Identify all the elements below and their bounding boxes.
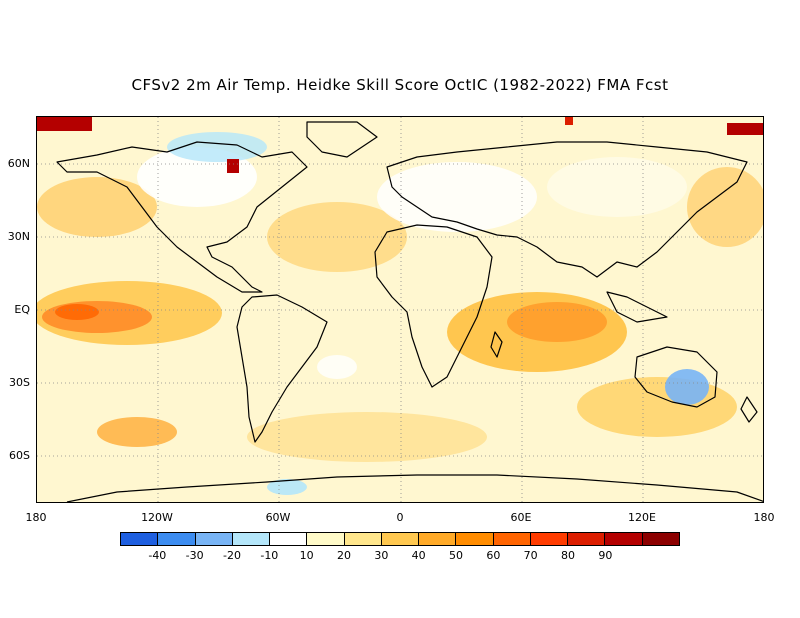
skill-patch-indian-core [507, 302, 607, 342]
skill-patch-southern-ocean [247, 412, 487, 462]
legend-swatch [195, 533, 233, 545]
legend-swatch [381, 533, 420, 545]
skill-patch-siberia [547, 157, 687, 217]
legend-swatch [456, 533, 494, 545]
legend-swatch [642, 533, 679, 545]
map-title: CFSv2 2m Air Temp. Heidke Skill Score Oc… [131, 76, 669, 94]
coast-madagascar [490, 331, 503, 358]
legend-swatch [232, 533, 271, 545]
coast-antarctica [66, 474, 763, 502]
skill-patch-pacific-core [55, 304, 99, 320]
skill-patch-arctic-red-small [565, 117, 573, 125]
lon-label-180e: 180 [753, 511, 775, 524]
skill-score-map [36, 116, 764, 503]
coast-north-america [56, 141, 308, 293]
legend-tick-label: 20 [337, 549, 351, 562]
lon-label-0: 0 [396, 511, 404, 524]
coast-indonesia [606, 291, 668, 323]
legend-swatch [530, 533, 569, 545]
coast-greenland [306, 121, 378, 158]
legend-tick-label: 10 [299, 549, 314, 562]
skill-patch-pacific-hot [42, 301, 152, 333]
legend-swatch [344, 533, 382, 545]
legend-swatch [605, 533, 643, 545]
legend-tick-label: -40 [148, 549, 167, 562]
lat-label-30s: 30S [9, 376, 30, 389]
skill-patch-australia-sea [577, 377, 737, 437]
lon-label-60e: 60E [510, 511, 532, 524]
legend-tick-label: -20 [223, 549, 241, 562]
coast-africa [374, 224, 493, 388]
skill-patch-npacific [37, 177, 157, 237]
lat-label-60n: 60N [7, 157, 30, 170]
lon-label-120e: 120E [628, 511, 656, 524]
legend-tick-label: -30 [185, 549, 204, 562]
legend-tick-label: 70 [523, 549, 538, 562]
skill-patch-npacific-east [687, 167, 763, 247]
legend-swatch [568, 533, 606, 545]
legend-tick-label: 40 [411, 549, 426, 562]
map-canvas [37, 117, 763, 502]
color-legend-bar [120, 532, 680, 546]
skill-patch-eurasia-white [377, 162, 537, 232]
coast-australia [634, 346, 718, 408]
skill-patch-arctic-red-east [727, 123, 763, 135]
coast-south-america [236, 294, 328, 443]
skill-patch-arctic-cool [167, 132, 267, 162]
legend-tick-label: 90 [598, 549, 613, 562]
skill-patch-hudson-red [227, 159, 239, 173]
legend-tick-label: -10 [260, 549, 279, 562]
legend-swatch [158, 533, 196, 545]
legend-swatch [307, 533, 345, 545]
lon-label-180w: 180 [25, 511, 47, 524]
legend-swatch [270, 533, 308, 545]
skill-patch-australia-cool [665, 369, 709, 405]
lat-label-30n: 30N [7, 230, 30, 243]
legend-tick-label: 80 [561, 549, 575, 562]
lat-label-eq: EQ [14, 303, 30, 316]
legend-swatch [121, 533, 159, 545]
skill-patch-satlantic-white [317, 355, 357, 379]
legend-tick-label: 50 [449, 549, 463, 562]
coastlines [56, 121, 763, 502]
skill-patch-antarctic-cool [267, 479, 307, 495]
legend-tick-label: 30 [374, 549, 389, 562]
coast-new-zealand [740, 396, 758, 423]
skill-patch-arctic-red-west [37, 117, 92, 131]
lon-label-60w: 60W [265, 511, 291, 524]
legend-tick-label: 60 [486, 549, 501, 562]
skill-patch-spacific [97, 417, 177, 447]
lat-label-60s: 60S [9, 449, 30, 462]
map-gridlines [37, 117, 763, 502]
legend-swatch [419, 533, 457, 545]
coast-eurasia [386, 141, 748, 278]
lon-label-120w: 120W [141, 511, 173, 524]
legend-swatch [493, 533, 531, 545]
